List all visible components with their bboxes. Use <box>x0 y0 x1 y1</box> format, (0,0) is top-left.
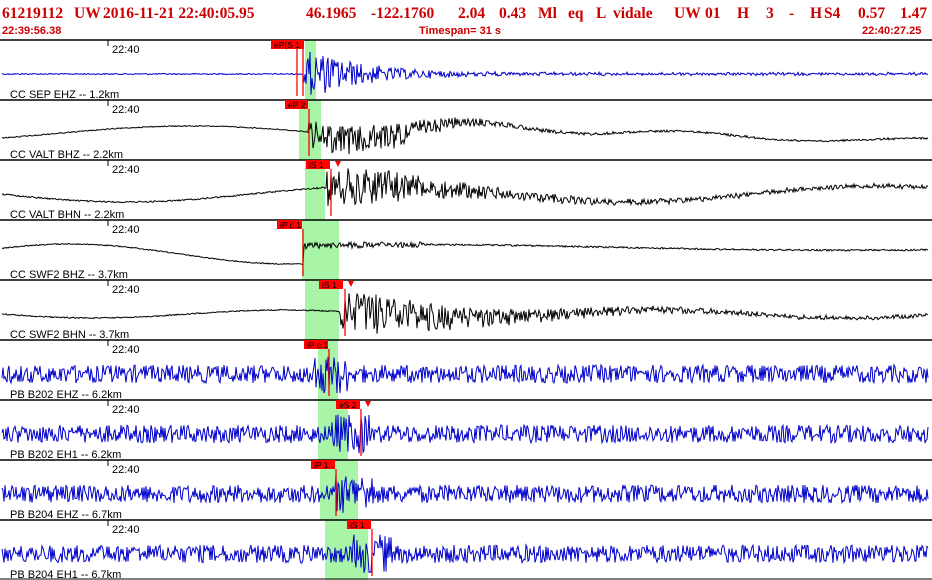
pick-label-2: iS 1 <box>309 160 324 170</box>
phase-count: 3 <box>766 5 774 22</box>
subsource: H <box>810 5 823 22</box>
station-label-5: PB B202 EHZ -- 6.2km <box>10 389 122 401</box>
pick-label-8: iS 1 <box>350 520 365 530</box>
time-tick-label-0: 22:40 <box>112 44 140 56</box>
time-tick-label-7: 22:40 <box>112 464 140 476</box>
pick-label-7: iP 1 <box>314 460 329 470</box>
code: S4 <box>824 5 841 22</box>
time-tick-label-1: 22:40 <box>112 104 140 116</box>
pick-flag-5 <box>304 340 328 349</box>
event-network: UW <box>74 5 101 22</box>
timespan: Timespan= 31 s <box>419 25 502 37</box>
time-tick-label-6: 22:40 <box>112 404 140 416</box>
station-label-2: CC VALT BHN -- 2.2km <box>10 209 124 221</box>
pick-label-4: iS 1 <box>322 280 337 290</box>
event-type: eq <box>568 5 584 22</box>
station-label-1: CC VALT BHZ -- 2.2km <box>10 149 123 161</box>
pick-label-0: eP(S 1 <box>274 40 300 50</box>
waveform-1 <box>1 117 929 155</box>
pick-flag-0 <box>271 40 304 49</box>
station-label-3: CC SWF2 BHZ -- 3.7km <box>10 269 128 281</box>
waveform-2 <box>1 168 929 207</box>
separator-dash: - <box>789 5 795 22</box>
magnitude: 0.43 <box>499 5 527 22</box>
error: 1.47 <box>900 5 928 22</box>
waveform-8 <box>1 534 929 574</box>
flag-h: H <box>737 5 750 22</box>
pick-label-5: iP c 1 <box>307 340 328 350</box>
pick-label-1: eP 2 <box>288 100 306 110</box>
pick-flag-1 <box>285 100 308 109</box>
pick-window-3 <box>302 220 339 280</box>
end-time: 22:40:27.25 <box>862 25 922 37</box>
origin-time: 2016-11-21 22:40:05.95 <box>103 5 255 22</box>
waveform-4 <box>1 293 929 334</box>
time-tick-label-5: 22:40 <box>112 344 140 356</box>
event-id: 61219112 <box>2 5 64 22</box>
waveform-6 <box>1 414 929 455</box>
pick-triangle-4 <box>348 281 354 287</box>
depth: 2.04 <box>458 5 486 22</box>
start-time: 22:39:56.38 <box>2 25 62 37</box>
pick-label-3: iP c 1 <box>280 220 301 230</box>
waveform-5 <box>1 356 929 394</box>
station-label-4: CC SWF2 BHN -- 3.7km <box>10 329 129 341</box>
time-tick-label-3: 22:40 <box>112 224 140 236</box>
source: UW <box>674 5 701 22</box>
pick-window-2 <box>305 160 325 220</box>
author: vidale <box>613 5 653 22</box>
pick-label-6: eS 2 <box>339 400 357 410</box>
station-label-8: PB B204 EH1 -- 6.7km <box>10 569 121 580</box>
station-label-7: PB B204 EHZ -- 6.7km <box>10 509 122 521</box>
waveform-0 <box>1 51 929 95</box>
latitude: 46.1965 <box>306 5 357 22</box>
time-tick-label-4: 22:40 <box>112 284 140 296</box>
location-type: L <box>596 5 607 22</box>
time-tick-label-8: 22:40 <box>112 524 140 536</box>
longitude: -122.1760 <box>371 5 435 22</box>
pick-flag-8 <box>347 520 371 529</box>
pick-triangle-2 <box>335 161 341 167</box>
pick-flag-6 <box>336 400 360 409</box>
pick-window-1 <box>299 100 321 160</box>
pick-flag-7 <box>311 460 335 469</box>
rms: 0.57 <box>858 5 886 22</box>
pick-flag-3 <box>277 220 302 229</box>
waveform-7 <box>1 474 929 513</box>
pick-flag-2 <box>306 160 330 169</box>
pick-triangle-6 <box>365 401 371 407</box>
pick-flag-4 <box>319 280 343 289</box>
magnitude-type: Ml <box>538 5 557 22</box>
event-summary-header: 61219112 UW 2016-11-21 22:40:05.95 46.19… <box>2 2 930 24</box>
station-label-6: PB B202 EH1 -- 6.2km <box>10 449 121 461</box>
station-label-0: CC SEP EHZ -- 1.2km <box>10 89 119 101</box>
time-tick-label-2: 22:40 <box>112 164 140 176</box>
waveform-3 <box>1 240 929 265</box>
version: 01 <box>705 5 721 22</box>
